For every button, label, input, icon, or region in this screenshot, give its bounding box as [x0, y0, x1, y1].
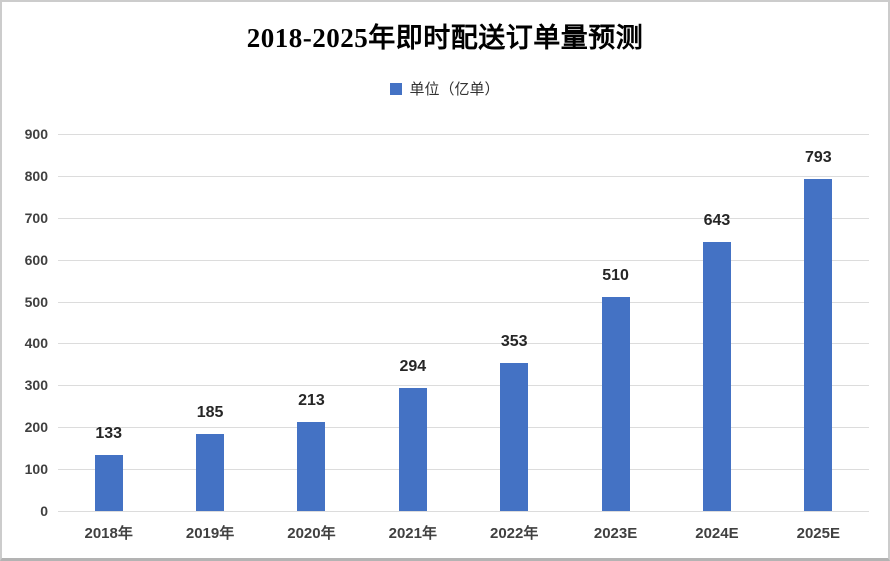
- bar: [398, 387, 427, 511]
- gridline-700: [58, 217, 869, 219]
- bar: [196, 433, 225, 511]
- bar-value-label: 510: [602, 267, 629, 285]
- y-tick-label-500: 500: [24, 293, 48, 310]
- bar-column-2019年: 185: [159, 134, 260, 511]
- bar-column-2021年: 294: [362, 134, 463, 511]
- y-tick-label-600: 600: [24, 251, 48, 268]
- gridline-200: [58, 427, 869, 429]
- bar: [500, 363, 529, 511]
- legend-marker-icon: [390, 82, 403, 95]
- bar-value-label: 185: [196, 403, 224, 421]
- bar-value-label: 643: [703, 211, 731, 229]
- gridline-500: [58, 301, 869, 303]
- plot-area: 133 185 213 294 353 510 643 793: [58, 134, 869, 512]
- bar-column-2025E: 793: [768, 134, 869, 511]
- bar-value-label: 294: [399, 357, 427, 375]
- legend-label: 单位（亿单）: [409, 82, 500, 98]
- bar: [94, 455, 123, 511]
- x-tick-label-2019年: 2019年: [185, 525, 235, 542]
- chart-title: 2018-2025年即时配送订单量预测: [246, 23, 644, 53]
- y-tick-label-900: 900: [24, 126, 48, 142]
- bar-value-label: 793: [804, 148, 832, 166]
- bar-value-label: 133: [95, 425, 123, 443]
- y-tick-label-700: 700: [24, 209, 48, 226]
- x-tick-label-2022年: 2022年: [490, 525, 539, 542]
- gridline-600: [58, 259, 869, 261]
- x-tick-label-2021年: 2021年: [388, 525, 437, 542]
- x-axis-labels: 2018年 2019年 2020年 2021年 2022年 2023E 2024E 2025E: [58, 523, 869, 545]
- gridline-900: [58, 134, 869, 135]
- gridline-300: [58, 385, 869, 387]
- bar-column-2023E: 510: [565, 134, 666, 511]
- y-tick-label-800: 800: [24, 167, 48, 184]
- y-tick-label-100: 100: [24, 461, 48, 478]
- y-tick-label-0: 0: [40, 503, 48, 519]
- x-tick-label-2024E: 2024E: [695, 525, 739, 542]
- y-tick-label-300: 300: [24, 377, 48, 394]
- bar: [297, 421, 326, 511]
- x-tick-label-2020年: 2020年: [287, 525, 336, 542]
- y-tick-label-200: 200: [24, 419, 48, 436]
- y-tick-label-400: 400: [24, 335, 48, 352]
- bar-column-2022年: 353: [464, 134, 565, 511]
- bar: [804, 178, 833, 511]
- legend: 单位（亿单）: [2, 78, 888, 99]
- x-tick-label-2023E: 2023E: [593, 525, 638, 542]
- bar-column-2020年: 213: [261, 134, 362, 511]
- gridline-400: [58, 343, 869, 345]
- gridline-800: [58, 175, 869, 177]
- bar-column-2018年: 133: [58, 134, 159, 511]
- bar-series: 133 185 213 294 353 510 643 793: [58, 134, 869, 511]
- x-tick-label-2018年: 2018年: [84, 525, 133, 542]
- gridline-0: [58, 511, 869, 512]
- bar-value-label: 353: [500, 333, 528, 351]
- bar-value-label: 213: [298, 391, 325, 409]
- x-tick-label-2025E: 2025E: [796, 525, 840, 542]
- bar: [601, 297, 630, 511]
- gridline-100: [58, 469, 869, 471]
- bar: [702, 241, 731, 511]
- bar-column-2024E: 643: [666, 134, 767, 511]
